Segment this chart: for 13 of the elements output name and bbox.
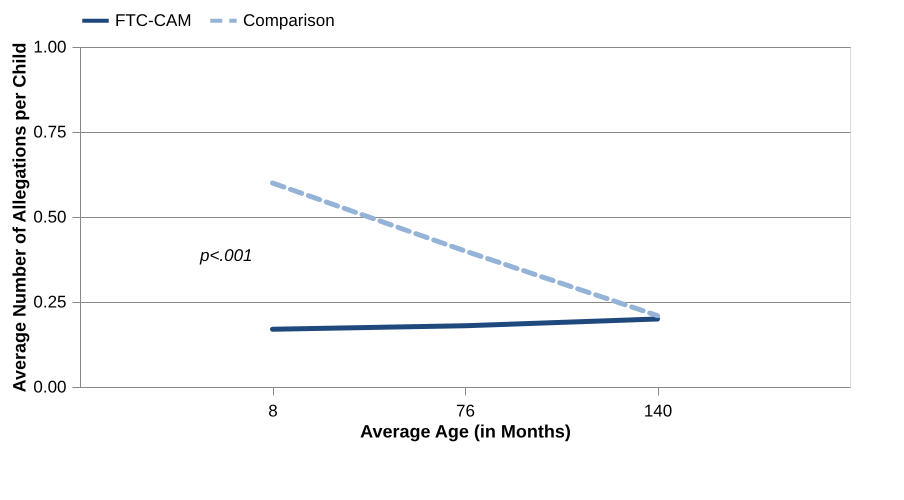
- x-tick-label: 76: [456, 402, 475, 420]
- y-tick-label: 0.00: [33, 378, 66, 396]
- x-tick-label: 140: [644, 402, 672, 420]
- x-axis-title: Average Age (in Months): [360, 422, 571, 442]
- legend-label: Comparison: [243, 10, 335, 30]
- legend-label: FTC-CAM: [115, 10, 192, 30]
- y-axis-title: Average Number of Allegations per Child: [9, 42, 30, 392]
- x-tick-label: 8: [268, 402, 278, 420]
- y-tick-label: 0.50: [33, 208, 66, 226]
- y-tick-label: 1.00: [33, 38, 66, 56]
- annotation: p<.001: [199, 246, 252, 266]
- y-tick-label: 0.75: [33, 122, 66, 142]
- y-tick-label: 0.25: [33, 292, 66, 312]
